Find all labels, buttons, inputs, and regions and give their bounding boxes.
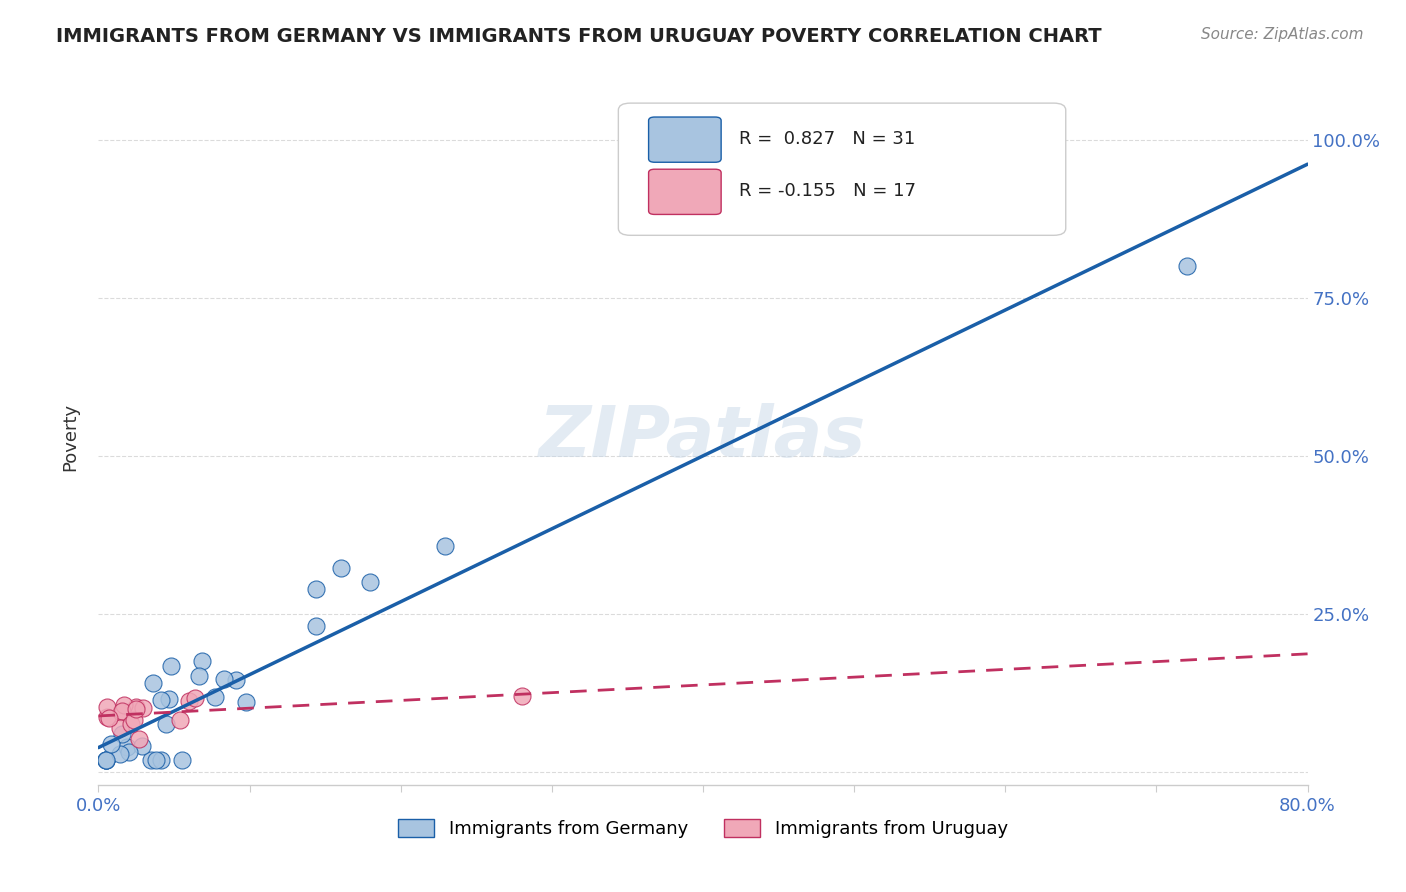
Point <box>510 690 533 704</box>
Point <box>187 669 209 683</box>
Point <box>139 753 162 767</box>
Point <box>214 672 236 686</box>
Point <box>204 690 226 704</box>
Text: ZIPatlas: ZIPatlas <box>540 402 866 472</box>
Point <box>131 739 153 753</box>
Point <box>150 753 173 767</box>
Point <box>177 694 200 708</box>
Point <box>124 713 146 727</box>
Legend: Immigrants from Germany, Immigrants from Uruguay: Immigrants from Germany, Immigrants from… <box>391 812 1015 846</box>
Point <box>110 705 132 719</box>
Point <box>125 699 148 714</box>
Point <box>108 721 131 735</box>
FancyBboxPatch shape <box>619 103 1066 235</box>
Point <box>100 737 122 751</box>
Point <box>96 700 118 714</box>
Point <box>118 745 141 759</box>
Point <box>183 691 205 706</box>
Text: IMMIGRANTS FROM GERMANY VS IMMIGRANTS FROM URUGUAY POVERTY CORRELATION CHART: IMMIGRANTS FROM GERMANY VS IMMIGRANTS FR… <box>56 27 1102 45</box>
Point <box>94 753 117 767</box>
Point <box>132 701 155 715</box>
FancyBboxPatch shape <box>648 169 721 214</box>
Point <box>330 561 353 575</box>
Point <box>142 675 165 690</box>
Text: R =  0.827   N = 31: R = 0.827 N = 31 <box>740 130 915 148</box>
Point <box>433 539 456 553</box>
Point <box>96 710 118 724</box>
Text: R = -0.155   N = 17: R = -0.155 N = 17 <box>740 183 917 201</box>
Point <box>94 753 117 767</box>
Point <box>120 716 142 731</box>
Point <box>235 695 257 709</box>
Point <box>145 753 167 767</box>
Point <box>115 739 138 754</box>
Y-axis label: Poverty: Poverty <box>62 403 80 471</box>
Point <box>305 582 328 597</box>
Point <box>170 753 193 767</box>
Point <box>111 704 134 718</box>
Point <box>157 691 180 706</box>
Point <box>155 717 177 731</box>
Point <box>94 753 117 767</box>
Point <box>1175 260 1198 274</box>
Point <box>108 747 131 761</box>
Point <box>94 753 117 767</box>
Point <box>128 731 150 746</box>
FancyBboxPatch shape <box>648 117 721 162</box>
Point <box>125 702 148 716</box>
Point <box>305 619 328 633</box>
Point <box>359 575 381 590</box>
Point <box>225 673 247 687</box>
Point <box>150 693 173 707</box>
Point <box>112 698 135 712</box>
Point <box>159 659 181 673</box>
Point <box>169 713 191 727</box>
Text: Source: ZipAtlas.com: Source: ZipAtlas.com <box>1201 27 1364 42</box>
Point <box>111 727 134 741</box>
Point <box>190 654 212 668</box>
Point <box>98 711 121 725</box>
